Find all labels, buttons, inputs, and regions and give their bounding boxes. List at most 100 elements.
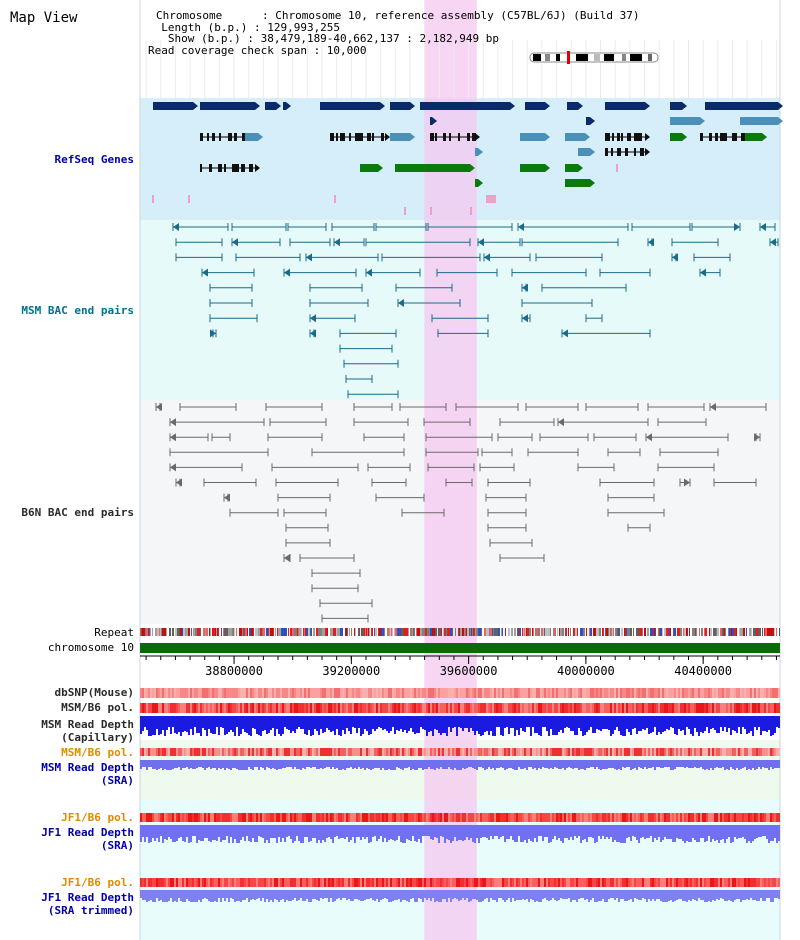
gene-feature[interactable]: [360, 164, 383, 172]
gene-feature[interactable]: [670, 117, 705, 125]
msm-bac-pair[interactable]: [309, 299, 369, 307]
msm-bac-pair[interactable]: [172, 223, 229, 231]
gene-feature[interactable]: [605, 102, 650, 110]
gene-feature[interactable]: [565, 133, 590, 141]
msm-bac-pair[interactable]: [693, 253, 731, 262]
gene-feature[interactable]: [200, 102, 260, 110]
b6n-bac-pair[interactable]: [211, 433, 231, 442]
msm-bac-pair[interactable]: [305, 253, 379, 262]
msm-bac-pair[interactable]: [333, 238, 365, 247]
gene-feature[interactable]: [430, 133, 480, 141]
msm-bac-pair[interactable]: [521, 238, 619, 247]
b6n-bac-pair[interactable]: [713, 478, 757, 487]
msm-bac-pair[interactable]: [437, 329, 489, 338]
b6n-bac-pair[interactable]: [319, 599, 373, 608]
msm-bac-pair[interactable]: [331, 223, 375, 231]
b6n-bac-pair[interactable]: [557, 418, 649, 427]
b6n-bac-pair[interactable]: [599, 478, 655, 487]
msm-bac-pair[interactable]: [339, 329, 397, 338]
msm-bac-pair[interactable]: [436, 268, 498, 277]
msm-bac-pair[interactable]: [517, 223, 629, 231]
msm-bac-pair[interactable]: [395, 283, 453, 292]
gene-feature[interactable]: [605, 148, 650, 156]
b6n-bac-pair[interactable]: [203, 478, 257, 487]
msm-bac-pair[interactable]: [541, 283, 627, 292]
msm-bac-pair[interactable]: [511, 268, 587, 277]
msm-bac-pair[interactable]: [585, 314, 603, 323]
b6n-bac-pair[interactable]: [283, 554, 291, 562]
msm-bac-pair[interactable]: [345, 375, 373, 383]
b6n-bac-pair[interactable]: [285, 523, 329, 532]
msm-bac-pair[interactable]: [287, 223, 327, 231]
b6n-bac-pair[interactable]: [427, 463, 475, 472]
msm-bac-pair[interactable]: [381, 253, 481, 262]
b6n-bac-pair[interactable]: [647, 403, 705, 411]
b6n-bac-pair[interactable]: [169, 418, 265, 427]
msm-bac-pair[interactable]: [201, 268, 255, 277]
msm-bac-pair[interactable]: [209, 283, 253, 292]
gene-feature[interactable]: [586, 117, 595, 125]
b6n-bac-pair[interactable]: [311, 448, 405, 457]
b6n-bac-pair[interactable]: [169, 463, 243, 472]
b6n-bac-pair[interactable]: [311, 584, 359, 593]
b6n-bac-pair[interactable]: [539, 433, 589, 442]
gene-feature[interactable]: [390, 102, 415, 110]
b6n-bac-pair[interactable]: [269, 418, 327, 427]
msm-bac-pair[interactable]: [699, 268, 721, 277]
b6n-bac-pair[interactable]: [679, 478, 691, 487]
b6n-bac-pair[interactable]: [577, 463, 615, 472]
b6n-bac-pair[interactable]: [367, 463, 411, 472]
msm-bac-pair[interactable]: [631, 223, 691, 231]
b6n-bac-pair[interactable]: [627, 523, 651, 532]
b6n-bac-pair[interactable]: [223, 493, 230, 502]
msm-bac-pair[interactable]: [397, 299, 461, 307]
b6n-bac-pair[interactable]: [353, 418, 409, 427]
gene-feature[interactable]: [320, 102, 385, 110]
b6n-bac-pair[interactable]: [155, 403, 162, 411]
msm-bac-pair[interactable]: [759, 223, 776, 231]
msm-bac-pair[interactable]: [209, 299, 253, 307]
b6n-bac-pair[interactable]: [593, 433, 637, 442]
b6n-bac-pair[interactable]: [169, 448, 269, 457]
b6n-bac-pair[interactable]: [489, 538, 533, 547]
gene-feature[interactable]: [578, 148, 595, 156]
gene-feature[interactable]: [283, 102, 291, 110]
b6n-bac-pair[interactable]: [527, 448, 579, 457]
msm-bac-pair[interactable]: [209, 314, 258, 323]
msm-bac-pair[interactable]: [561, 329, 651, 338]
b6n-bac-pair[interactable]: [271, 463, 359, 472]
msm-bac-pair[interactable]: [231, 223, 287, 231]
b6n-bac-pair[interactable]: [645, 433, 729, 442]
gene-feature[interactable]: [670, 102, 687, 110]
gene-feature[interactable]: [330, 133, 390, 141]
msm-bac-pair[interactable]: [231, 238, 281, 247]
b6n-bac-pair[interactable]: [487, 508, 527, 517]
gene-feature[interactable]: [475, 148, 483, 156]
b6n-bac-pair[interactable]: [499, 418, 555, 427]
b6n-bac-pair[interactable]: [585, 403, 639, 411]
b6n-bac-pair[interactable]: [607, 448, 641, 457]
b6n-bac-pair[interactable]: [277, 493, 331, 502]
b6n-bac-pair[interactable]: [455, 403, 519, 411]
msm-bac-pair[interactable]: [427, 223, 513, 231]
b6n-bac-pair[interactable]: [659, 448, 719, 457]
refseq-genes-track[interactable]: [152, 102, 783, 215]
gene-feature[interactable]: [567, 102, 583, 110]
gene-feature[interactable]: [565, 164, 583, 172]
msm-bac-pair[interactable]: [521, 283, 528, 292]
b6n-bac-pair[interactable]: [179, 403, 237, 411]
msm-bac-pair[interactable]: [235, 253, 301, 262]
b6n-bac-pair[interactable]: [267, 433, 323, 442]
msm-bac-pair[interactable]: [375, 223, 427, 231]
msm-bac-pair[interactable]: [477, 238, 521, 247]
msm-bac-pair[interactable]: [339, 344, 393, 353]
b6n-bac-pair[interactable]: [299, 554, 355, 562]
msm-bac-pair[interactable]: [365, 238, 471, 247]
b6n-bac-pair[interactable]: [754, 433, 761, 442]
gene-feature[interactable]: [520, 133, 550, 141]
b6n-bac-pair[interactable]: [657, 418, 707, 427]
msm-bac-pair[interactable]: [309, 314, 356, 323]
gene-feature[interactable]: [670, 133, 687, 141]
b6n-bac-pair[interactable]: [425, 448, 479, 457]
